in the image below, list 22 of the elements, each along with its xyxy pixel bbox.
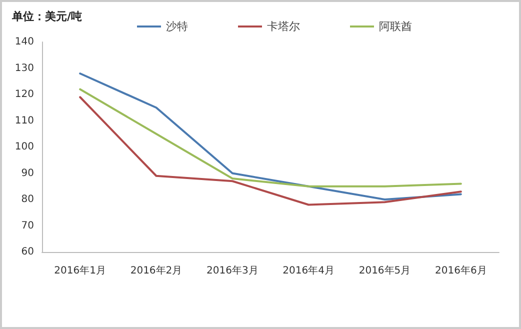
x-tick-label: 2016年2月 bbox=[130, 264, 182, 276]
legend-label: 卡塔尔 bbox=[267, 20, 300, 33]
line-series bbox=[79, 72, 462, 200]
y-tick-label: 70 bbox=[21, 220, 34, 232]
x-tick-label: 2016年1月 bbox=[54, 264, 106, 276]
y-tick-label: 80 bbox=[21, 194, 34, 205]
y-tick-label: 60 bbox=[21, 246, 34, 258]
x-tick-label: 2016年3月 bbox=[206, 264, 258, 276]
x-tick-label: 2016年6月 bbox=[435, 264, 487, 276]
legend-label: 沙特 bbox=[166, 20, 188, 33]
line-series bbox=[79, 88, 462, 188]
y-tick-label: 130 bbox=[14, 62, 34, 74]
y-tick-label: 140 bbox=[14, 36, 34, 48]
line-series bbox=[79, 96, 462, 206]
y-tick-label: 100 bbox=[14, 142, 34, 152]
x-tick-label: 2016年5月 bbox=[358, 264, 411, 276]
y-tick-label: 90 bbox=[21, 168, 34, 179]
y-axis-title: 单位：美元/吨 bbox=[11, 10, 82, 23]
y-tick-label: 120 bbox=[14, 89, 34, 100]
legend-label: 阿联酋 bbox=[379, 20, 412, 33]
y-tick-label: 110 bbox=[14, 115, 34, 126]
x-tick-label: 2016年4月 bbox=[282, 264, 334, 276]
